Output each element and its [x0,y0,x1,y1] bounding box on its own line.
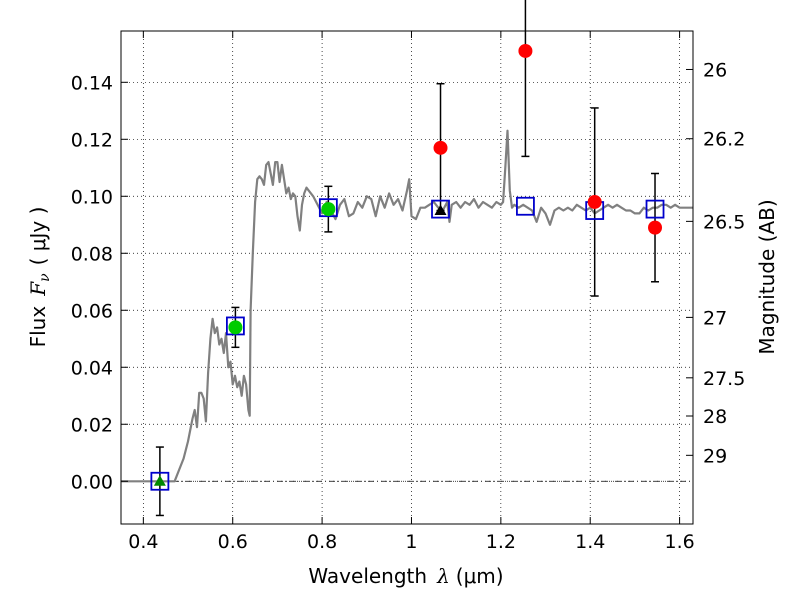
x-tick-label: 1.4 [575,531,605,553]
right-tick-label: 26.2 [703,129,745,151]
model-spectrum-line [121,129,693,483]
right-tick-label: 27.5 [703,368,745,390]
y-tick-label: 0.10 [71,186,113,208]
square-marker [150,471,170,491]
x-axis-label: Wavelength λ (μm) [308,564,503,588]
axis-ticks: 0.4 0.6 0.8 1 1.2 1.4 1.6 0.00 0.02 0.04 0.06 0.08 0… [71,31,745,553]
y-tick-label: 0.06 [71,300,113,322]
circle-marker [433,140,448,155]
x-axis-symbol: λ [436,564,450,588]
right-tick-label: 29 [703,445,727,467]
y-tick-label: 0.02 [71,414,113,436]
error-bars [155,0,660,517]
data-markers [150,43,665,491]
square-marker [431,199,450,219]
y-axis-label-text: Flux [26,306,50,348]
circle-marker [321,202,336,217]
right-tick-label: 28 [703,406,727,428]
grid [121,31,693,524]
y-tick-label: 0.00 [71,471,113,493]
x-tick-label: 1.2 [486,531,516,553]
right-axis-label: Magnitude (AB) [755,199,779,354]
square-marker [645,199,665,219]
y-tick-label: 0.14 [71,72,113,94]
circle-marker [228,320,243,335]
right-tick-label: 26.5 [703,211,745,233]
y-tick-label: 0.04 [71,357,113,379]
circle-marker [587,194,602,209]
circle-marker [518,43,533,58]
x-tick-label: 1.6 [664,531,694,553]
square-marker [318,198,338,218]
triangle-marker [153,475,166,486]
y-axis-label: Flux Fν ( μJy ) [26,207,53,348]
x-axis-label-text: Wavelength [308,564,427,588]
x-axis-unit: (μm) [456,564,504,588]
square-marker [516,196,535,216]
x-tick-label: 1 [405,531,417,553]
y-axis-subscript: ν [37,273,53,282]
plot-frame [120,30,694,525]
triangle-marker [434,204,447,216]
y-axis-unit: ( μJy ) [26,207,50,266]
right-tick-label: 26 [703,59,727,81]
right-tick-label: 27 [703,307,727,329]
x-tick-label: 0.6 [218,531,248,553]
x-tick-label: 0.4 [128,531,158,553]
model-spectrum [121,129,693,483]
y-axis-symbol: F [26,281,50,297]
y-tick-label: 0.12 [71,129,113,151]
y-tick-label: 0.08 [71,243,113,265]
x-tick-label: 0.8 [307,531,337,553]
circle-marker [648,220,663,235]
square-marker [225,316,245,336]
